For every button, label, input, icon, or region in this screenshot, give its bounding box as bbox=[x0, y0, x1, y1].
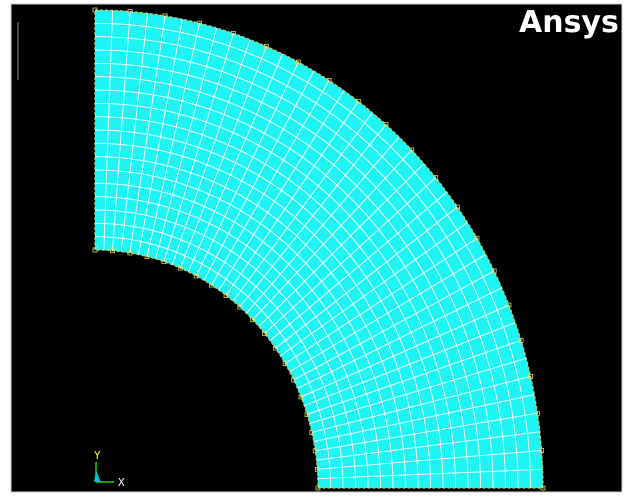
boundary-node bbox=[177, 265, 183, 271]
y-axis-label: Y bbox=[94, 449, 101, 462]
mesh-line bbox=[94, 169, 394, 489]
boundary-node bbox=[474, 235, 480, 241]
boundary-node bbox=[273, 345, 278, 351]
boundary-node bbox=[193, 273, 199, 279]
boundary-node bbox=[209, 282, 214, 288]
mesh-line bbox=[94, 222, 344, 489]
boundary-node bbox=[315, 485, 321, 491]
boundary-node bbox=[506, 302, 512, 308]
boundary-node bbox=[291, 377, 297, 383]
boundary-node bbox=[433, 175, 439, 180]
mesh-line bbox=[94, 156, 406, 489]
boundary-node bbox=[127, 9, 133, 14]
mesh-line bbox=[94, 102, 456, 489]
boundary-node bbox=[92, 7, 98, 13]
boundary-node bbox=[298, 394, 304, 400]
mesh-line bbox=[94, 49, 506, 489]
boundary-node bbox=[264, 43, 269, 49]
boundary-node bbox=[231, 30, 236, 36]
mesh-line bbox=[94, 76, 481, 489]
axis-triad: Y X bbox=[94, 449, 125, 489]
boundary-node bbox=[455, 204, 460, 210]
boundary-node bbox=[127, 250, 133, 256]
boundary-node bbox=[223, 293, 229, 298]
ansys-logo: Ansys bbox=[519, 5, 619, 40]
mesh-line bbox=[94, 182, 381, 489]
boundary-node bbox=[309, 430, 315, 435]
boundary-node bbox=[250, 317, 256, 323]
mesh-line bbox=[94, 196, 369, 489]
boundary-node bbox=[528, 374, 534, 379]
boundary-node bbox=[518, 337, 524, 343]
mesh-line bbox=[94, 116, 444, 489]
boundary-node bbox=[197, 20, 202, 26]
boundary-node bbox=[161, 259, 167, 265]
boundary-node bbox=[282, 361, 288, 367]
mesh-line bbox=[94, 36, 519, 489]
boundary-node bbox=[92, 247, 98, 253]
boundary-node bbox=[383, 122, 389, 127]
triad-marker bbox=[94, 470, 101, 482]
mesh-line bbox=[94, 209, 356, 489]
mesh-line bbox=[94, 129, 431, 489]
boundary-node bbox=[355, 98, 361, 104]
mesh-line bbox=[94, 89, 469, 489]
boundary-node bbox=[314, 466, 320, 472]
boundary-node bbox=[110, 248, 115, 254]
boundary-node bbox=[144, 254, 150, 259]
boundary-node bbox=[540, 485, 546, 491]
boundary-node bbox=[262, 331, 267, 336]
mesh bbox=[92, 7, 546, 491]
boundary-node bbox=[539, 448, 545, 453]
mesh-line bbox=[94, 236, 331, 489]
boundary-node bbox=[312, 448, 318, 454]
boundary-node bbox=[162, 13, 168, 19]
x-axis-label: X bbox=[118, 476, 125, 489]
boundary-node bbox=[535, 410, 540, 416]
mesh-line bbox=[94, 62, 494, 489]
boundary-node bbox=[409, 147, 415, 153]
boundary-node bbox=[304, 412, 310, 417]
mesh-line bbox=[94, 142, 419, 489]
mesh-line bbox=[94, 22, 531, 489]
boundary-node bbox=[326, 78, 332, 83]
boundary-node bbox=[237, 304, 243, 310]
boundary-node bbox=[295, 59, 301, 65]
boundary-node bbox=[491, 268, 497, 274]
